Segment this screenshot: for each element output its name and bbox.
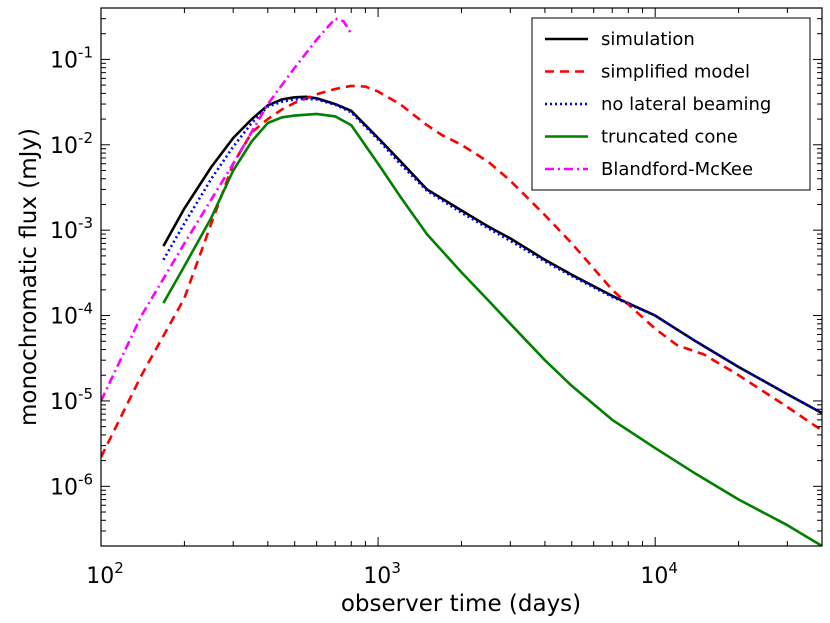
y-tick-label-2: 10-4 xyxy=(50,300,93,330)
x-tick-label-2: 104 xyxy=(640,559,678,589)
legend-label-2: no lateral beaming xyxy=(601,94,771,115)
series-line-1 xyxy=(101,84,822,458)
y-tick-label-1: 10-5 xyxy=(50,385,93,415)
y-tick-label-5: 10-1 xyxy=(50,43,93,73)
y-tick-label-4: 10-2 xyxy=(50,129,93,159)
series-line-4 xyxy=(101,17,353,402)
y-tick-label-0: 10-6 xyxy=(50,470,93,500)
legend-label-0: simulation xyxy=(601,29,695,50)
x-axis-label: observer time (days) xyxy=(341,591,581,617)
ticks-layer: 102 103 104 10-6 10-5 10-4 10-3 10-2 10-1 xyxy=(50,8,822,589)
series-layer xyxy=(101,17,822,546)
legend: simulation simplified model no lateral bea… xyxy=(531,17,811,191)
series-line-2 xyxy=(162,97,822,415)
legend-label-3: truncated cone xyxy=(601,127,738,148)
legend-label-1: simplified model xyxy=(601,62,750,83)
series-line-0 xyxy=(162,95,822,415)
y-tick-label-3: 10-3 xyxy=(50,214,93,244)
legend-label-4: Blandford-McKee xyxy=(601,159,753,180)
x-tick-label-0: 102 xyxy=(86,559,124,589)
legend-box xyxy=(531,17,811,191)
series-line-3 xyxy=(162,112,822,546)
x-tick-label-1: 103 xyxy=(363,559,401,589)
y-axis-label: monochromatic flux (mJy) xyxy=(16,128,42,426)
